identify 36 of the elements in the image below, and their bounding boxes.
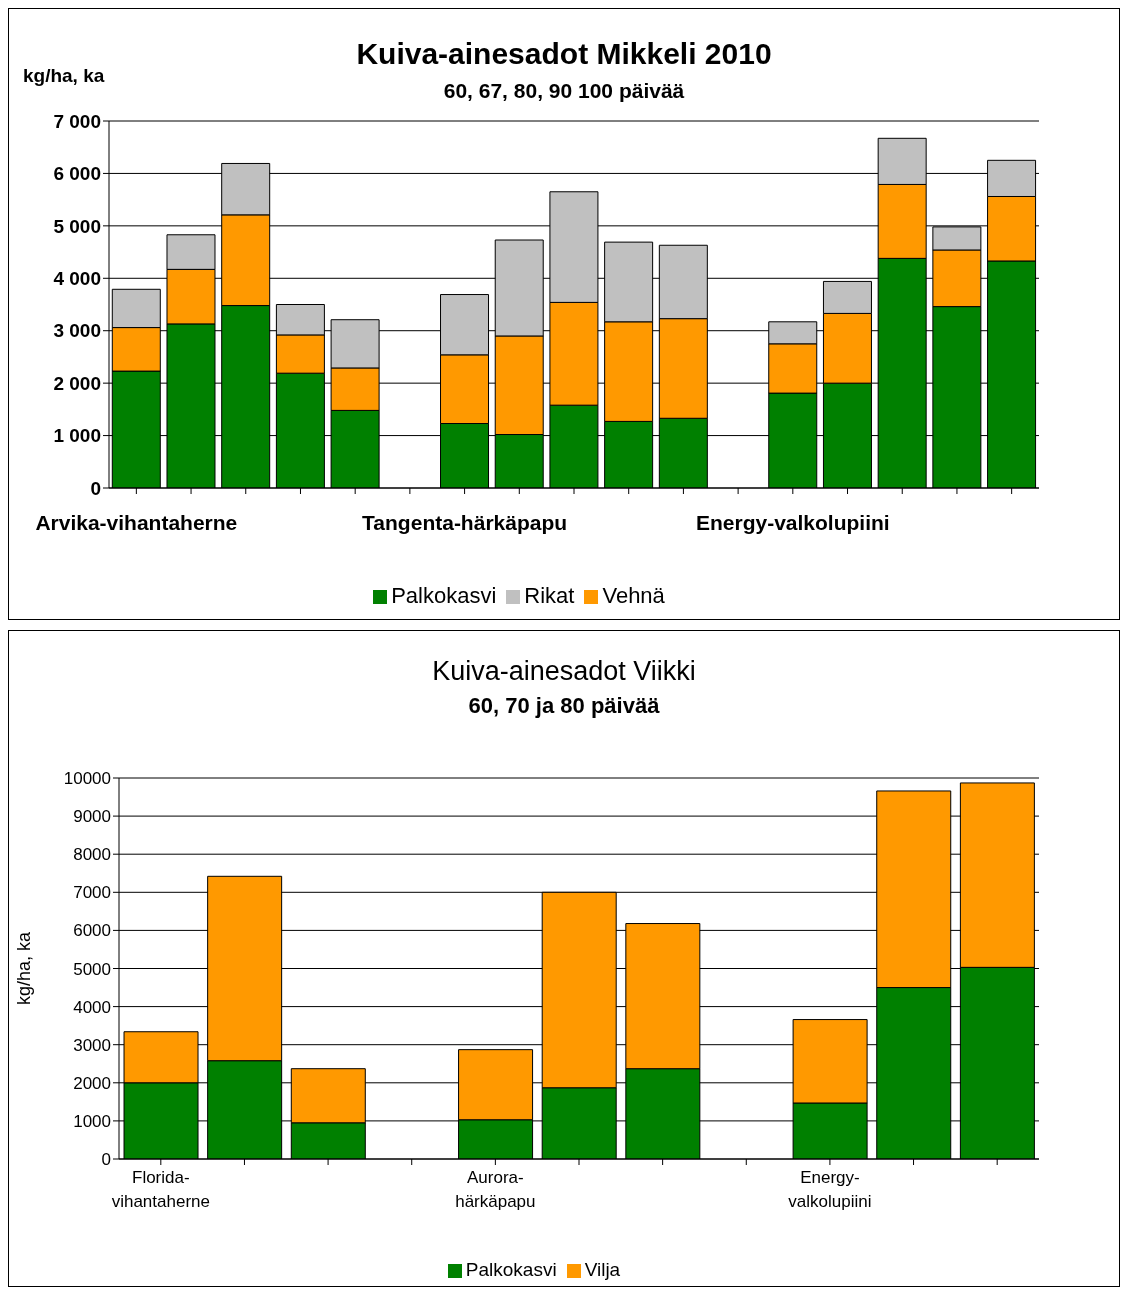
y-tick-label: 4 000 <box>53 268 101 290</box>
y-tick-label: 9000 <box>73 807 111 827</box>
x-tick-label: Arvika-vihantaherne <box>35 511 238 534</box>
x-tick-label: Energy-valkolupiini <box>695 511 890 534</box>
x-tick-label: Florida- vihantaherne <box>111 1168 210 1211</box>
y-tick-label: 6 000 <box>53 163 101 185</box>
y-tick-label: 2 000 <box>53 372 101 394</box>
x-tick-label: Energy- valkolupiini <box>788 1168 872 1211</box>
y-tick-label: 6000 <box>73 921 111 941</box>
y-tick-label: 3000 <box>73 1035 111 1055</box>
y-tick-label: 7000 <box>73 883 111 903</box>
legend-label: Palkokasvi <box>391 583 497 608</box>
legend-label: Palkokasvi <box>465 1259 557 1280</box>
y-tick-label: 10000 <box>63 769 111 789</box>
y-tick-label: 1 000 <box>53 425 101 447</box>
y-tick-label: 7 000 <box>53 110 101 132</box>
y-tick-label: 5000 <box>73 959 111 979</box>
y-tick-label: 0 <box>90 477 101 499</box>
legend-label: Rikat <box>524 583 575 608</box>
y-tick-label: 0 <box>101 1150 111 1170</box>
legend-label: Vehnä <box>602 583 665 608</box>
y-tick-label: 5 000 <box>53 215 101 237</box>
y-axis-title: kg/ha, ka <box>14 930 35 1006</box>
y-tick-label: 4000 <box>73 997 111 1017</box>
y-tick-label: 8000 <box>73 845 111 865</box>
legend-label: Vilja <box>584 1259 621 1280</box>
y-tick-label: 2000 <box>73 1073 111 1093</box>
y-tick-label: 1000 <box>73 1111 111 1131</box>
chart-title: Kuiva-ainesadot Mikkeli 2010 <box>356 37 772 70</box>
chart-title: Kuiva-ainesadot Viikki <box>431 656 697 687</box>
y-axis-title: kg/ha, ka <box>23 65 105 87</box>
chart-subtitle: 60, 70 ja 80 päivää <box>467 693 661 719</box>
chart-subtitle: 60, 67, 80, 90 100 päivää <box>443 79 685 102</box>
y-tick-label: 3 000 <box>53 320 101 342</box>
x-tick-label: Tangenta-härkäpapu <box>362 511 568 534</box>
x-tick-label: Aurora- härkäpapu <box>455 1168 536 1211</box>
